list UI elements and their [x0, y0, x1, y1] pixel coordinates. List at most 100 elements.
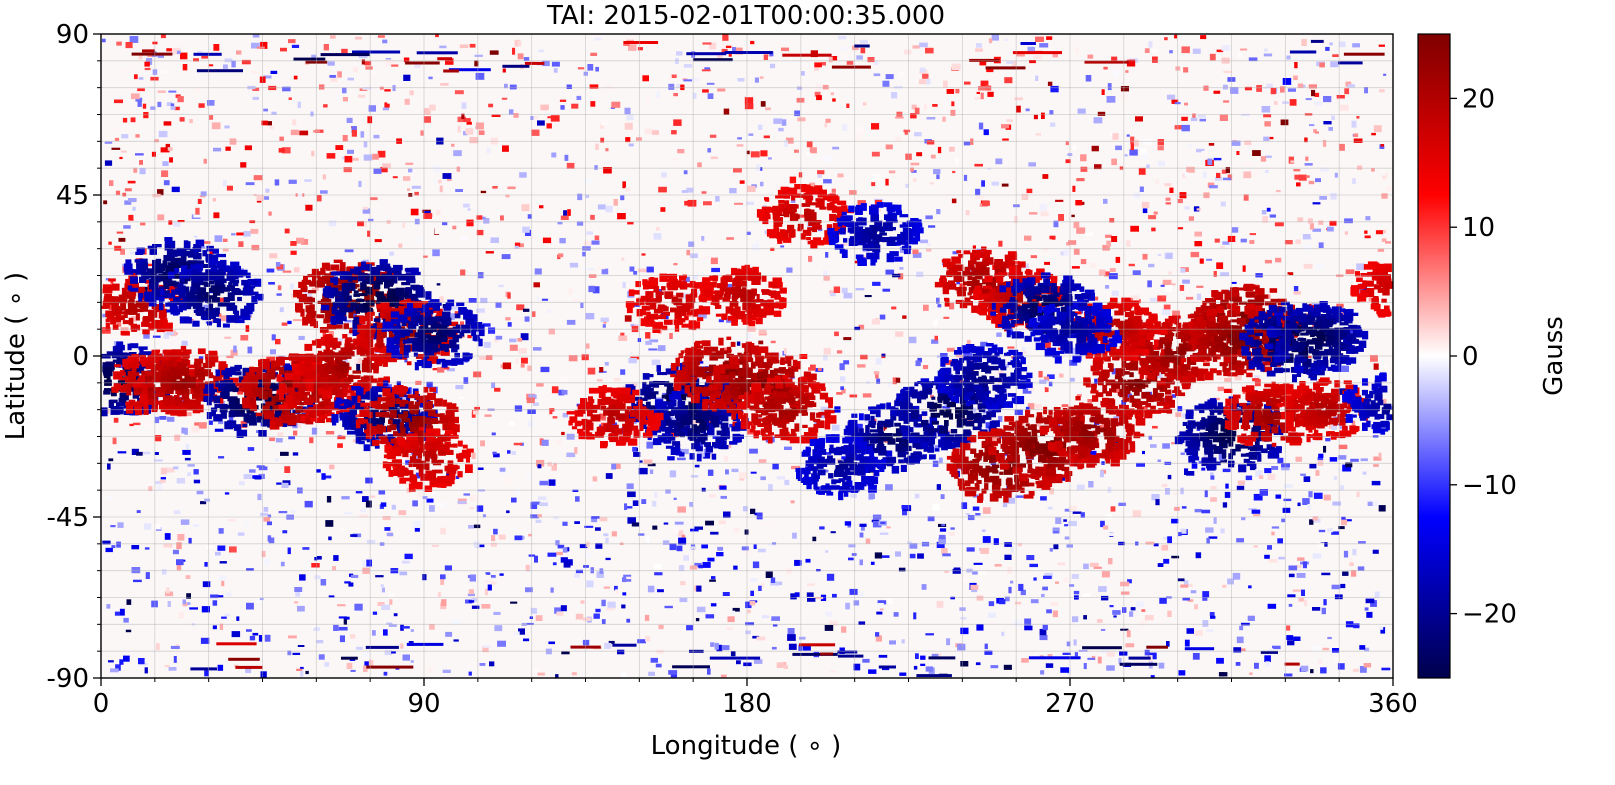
- polar-streak: [196, 69, 243, 73]
- magnetic-pixel: [1338, 444, 1348, 450]
- magnetic-pixel: [108, 241, 112, 245]
- magnetic-pixel: [338, 616, 348, 619]
- active-region-pixel: [180, 268, 186, 278]
- active-region-pixel: [309, 297, 315, 303]
- magnetic-pixel: [224, 613, 230, 617]
- magnetic-pixel: [620, 195, 625, 201]
- magnetic-pixel: [1126, 134, 1130, 137]
- active-region-pixel: [155, 258, 162, 268]
- active-region-pixel: [176, 247, 185, 257]
- magnetic-pixel: [221, 580, 225, 587]
- magnetic-pixel: [825, 611, 833, 617]
- magnetic-pixel: [163, 332, 170, 339]
- magnetic-pixel: [1236, 538, 1244, 543]
- magnetic-pixel: [457, 125, 461, 133]
- magnetic-pixel: [1133, 192, 1141, 199]
- magnetic-pixel: [912, 45, 920, 49]
- magnetic-pixel: [454, 311, 460, 315]
- magnetic-pixel: [899, 267, 904, 270]
- magnetic-pixel: [431, 544, 439, 547]
- magnetic-pixel: [678, 537, 687, 545]
- active-region-pixel: [135, 406, 143, 416]
- active-region-pixel: [151, 408, 158, 413]
- magnetic-pixel: [1220, 459, 1228, 463]
- magnetic-pixel: [316, 640, 324, 644]
- active-region-pixel: [292, 404, 298, 409]
- magnetic-pixel: [370, 495, 376, 498]
- magnetic-pixel: [358, 180, 362, 187]
- magnetic-pixel: [105, 278, 110, 281]
- active-region-pixel: [315, 418, 325, 423]
- magnetic-pixel: [955, 88, 960, 94]
- magnetic-pixel: [825, 550, 829, 553]
- magnetic-pixel: [384, 102, 390, 108]
- magnetic-pixel: [909, 553, 916, 559]
- magnetic-pixel: [1100, 628, 1106, 631]
- magnetic-pixel: [823, 355, 828, 361]
- magnetic-pixel: [541, 439, 549, 446]
- magnetic-pixel: [350, 574, 359, 578]
- magnetic-pixel: [599, 413, 606, 420]
- magnetic-pixel: [802, 645, 811, 651]
- magnetic-pixel: [566, 84, 572, 89]
- polar-streak: [799, 643, 836, 647]
- active-region-pixel: [129, 276, 138, 284]
- magnetic-pixel: [513, 631, 520, 636]
- magnetic-pixel: [794, 149, 799, 153]
- magnetic-pixel: [595, 527, 601, 531]
- magnetic-pixel: [386, 622, 393, 625]
- magnetic-pixel: [460, 237, 469, 241]
- active-region-pixel: [233, 398, 240, 405]
- magnetic-pixel: [823, 179, 832, 184]
- magnetic-pixel: [237, 389, 244, 395]
- magnetic-pixel: [652, 130, 659, 135]
- magnetic-pixel: [1064, 524, 1069, 527]
- magnetic-pixel: [1269, 136, 1274, 140]
- magnetic-pixel: [967, 515, 975, 521]
- magnetic-pixel: [1004, 542, 1012, 547]
- magnetic-pixel: [1103, 198, 1108, 204]
- active-region-pixel: [370, 287, 378, 296]
- magnetic-pixel: [154, 139, 159, 143]
- magnetic-pixel: [1318, 529, 1326, 533]
- active-region-pixel: [170, 301, 178, 307]
- magnetic-pixel: [402, 560, 410, 564]
- magnetic-pixel: [711, 576, 716, 580]
- magnetic-pixel: [170, 106, 176, 110]
- magnetic-pixel: [525, 587, 533, 593]
- magnetic-pixel: [252, 475, 261, 479]
- magnetic-pixel: [622, 282, 626, 289]
- magnetic-pixel: [382, 107, 389, 111]
- magnetic-pixel: [1194, 231, 1202, 237]
- magnetic-pixel: [405, 162, 414, 165]
- active-region-pixel: [263, 412, 270, 418]
- magnetic-pixel: [966, 339, 971, 347]
- magnetic-pixel: [129, 36, 139, 43]
- magnetic-pixel: [142, 103, 147, 109]
- active-region-pixel: [138, 293, 143, 302]
- magnetic-pixel: [263, 558, 270, 565]
- magnetic-pixel: [1069, 505, 1077, 512]
- magnetic-pixel: [131, 545, 140, 550]
- magnetic-pixel: [1052, 527, 1060, 531]
- active-region-pixel: [105, 322, 110, 331]
- magnetic-pixel: [1120, 628, 1129, 631]
- magnetic-pixel: [222, 248, 229, 252]
- magnetic-pixel: [1174, 34, 1178, 39]
- magnetic-pixel: [1029, 563, 1038, 568]
- magnetic-pixel: [101, 327, 111, 334]
- active-region-pixel: [249, 379, 258, 389]
- active-region-pixel: [254, 278, 262, 287]
- magnetic-pixel: [753, 659, 763, 664]
- magnetic-pixel: [1371, 132, 1376, 136]
- magnetic-pixel: [841, 287, 848, 294]
- active-region-pixel: [114, 364, 122, 368]
- magnetic-pixel: [696, 585, 702, 592]
- magnetic-pixel: [684, 200, 691, 206]
- active-region-pixel: [152, 244, 162, 248]
- active-region-pixel: [208, 375, 214, 379]
- magnetic-pixel: [857, 590, 864, 598]
- magnetic-pixel: [980, 80, 989, 87]
- magnetic-pixel: [208, 420, 213, 425]
- magnetic-pixel: [548, 641, 555, 645]
